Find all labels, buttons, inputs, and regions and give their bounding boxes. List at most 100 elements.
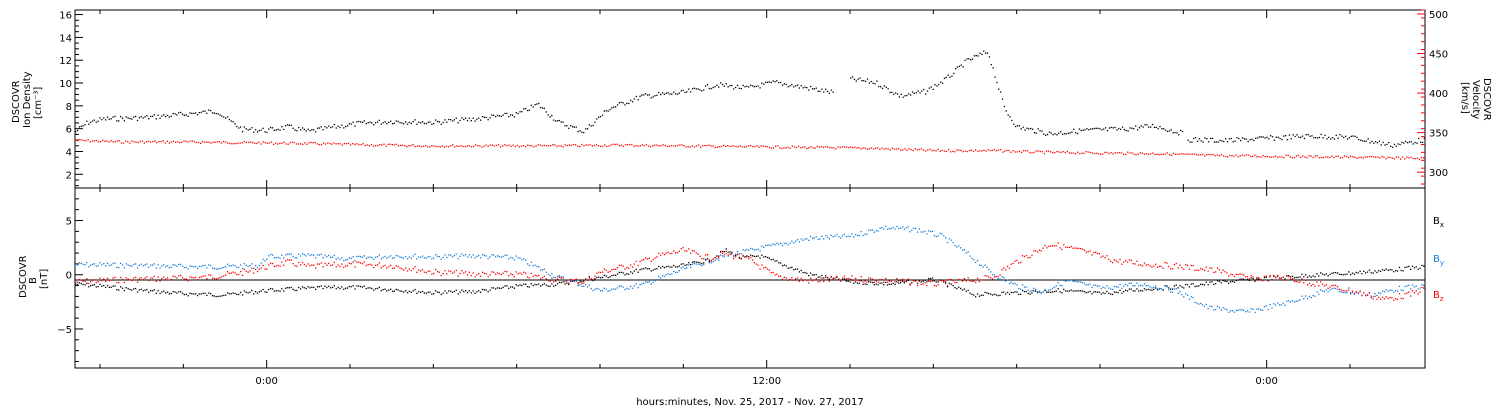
bx-point	[118, 289, 120, 291]
velocity-point	[227, 142, 229, 144]
density-point	[230, 120, 232, 122]
bx-point	[1123, 290, 1125, 293]
velocity-point	[685, 146, 687, 148]
density-point	[635, 95, 637, 98]
density-point	[170, 115, 172, 117]
by-point	[631, 287, 634, 289]
by-point	[210, 264, 212, 267]
velocity-point	[1358, 156, 1360, 159]
bz-point	[661, 252, 664, 254]
velocity-point	[822, 146, 825, 148]
by-point	[1273, 303, 1275, 305]
density-point	[1180, 129, 1182, 132]
velocity-point	[781, 147, 783, 150]
density-point	[174, 113, 176, 115]
bx-point	[1057, 288, 1059, 290]
velocity-point	[670, 145, 673, 147]
density-point	[921, 90, 923, 92]
bx-point	[624, 274, 626, 276]
by-point	[313, 254, 315, 256]
bz-point	[476, 274, 478, 276]
bx-point	[1023, 291, 1026, 293]
bx-point	[796, 268, 799, 270]
velocity-point	[222, 140, 225, 143]
by-point	[375, 256, 377, 258]
density-point	[575, 126, 577, 128]
velocity-point	[502, 145, 504, 147]
density-point	[951, 75, 953, 77]
density-point	[1161, 128, 1163, 130]
density-point	[1007, 114, 1009, 116]
bz-point	[376, 264, 379, 266]
bz-point	[648, 257, 650, 259]
by-point	[510, 256, 512, 259]
by-point	[1053, 286, 1056, 288]
velocity-point	[1016, 151, 1018, 153]
bx-point	[626, 273, 628, 275]
bx-point	[1265, 276, 1267, 278]
bx-point	[1025, 290, 1027, 293]
by-point	[596, 287, 598, 290]
bx-point	[270, 287, 272, 290]
bz-point	[211, 277, 214, 279]
density-point	[1307, 134, 1309, 136]
velocity-point	[331, 143, 333, 145]
bz-point	[1106, 255, 1108, 257]
density-point	[1086, 128, 1088, 130]
bx-point	[249, 291, 251, 293]
bz-point	[1132, 263, 1134, 265]
velocity-point	[1375, 156, 1377, 158]
density-point	[1382, 141, 1384, 144]
bx-point	[628, 273, 630, 275]
by-point	[395, 254, 397, 257]
density-point	[361, 121, 364, 123]
bx-point	[84, 284, 86, 286]
velocity-point	[166, 140, 168, 142]
by-point	[1288, 300, 1290, 302]
density-point	[618, 102, 620, 104]
by-point	[105, 265, 107, 267]
velocity-point	[285, 143, 287, 145]
bx-point	[603, 274, 605, 276]
velocity-point	[1029, 151, 1031, 154]
bz-point	[1368, 292, 1371, 294]
bz-point	[1006, 265, 1009, 268]
density-point	[615, 106, 617, 108]
velocity-point	[883, 148, 885, 150]
velocity-point	[258, 141, 260, 143]
bz-point	[1228, 275, 1230, 277]
bz-point	[744, 256, 746, 258]
bz-point	[393, 267, 395, 269]
density-point	[804, 86, 806, 88]
bz-point	[581, 282, 583, 285]
bz-point	[444, 270, 446, 272]
bz-point	[1164, 261, 1166, 264]
velocity-point	[912, 149, 914, 152]
bz-point	[774, 274, 776, 276]
velocity-point	[1133, 153, 1135, 155]
bx-point	[1053, 290, 1056, 293]
density-point	[1048, 131, 1051, 133]
by-point	[240, 264, 242, 266]
bx-point	[82, 283, 84, 286]
bx-point	[444, 290, 446, 292]
density-point	[1114, 126, 1116, 129]
bz-point	[230, 272, 232, 274]
bz-point	[206, 278, 208, 280]
velocity-point	[558, 145, 560, 147]
velocity-point	[291, 141, 293, 143]
bz-point	[1284, 279, 1286, 281]
bx-point	[91, 284, 94, 286]
velocity-point	[360, 144, 362, 146]
velocity-point	[106, 140, 108, 142]
bz-point	[172, 275, 174, 277]
density-point	[970, 59, 972, 61]
by-point	[858, 234, 860, 237]
bz-point	[789, 278, 791, 280]
by-point	[465, 253, 467, 256]
velocity-point	[762, 145, 764, 147]
bx-point	[669, 266, 671, 268]
by-point	[123, 267, 125, 269]
bx-point	[195, 293, 197, 295]
bx-point	[945, 282, 947, 284]
